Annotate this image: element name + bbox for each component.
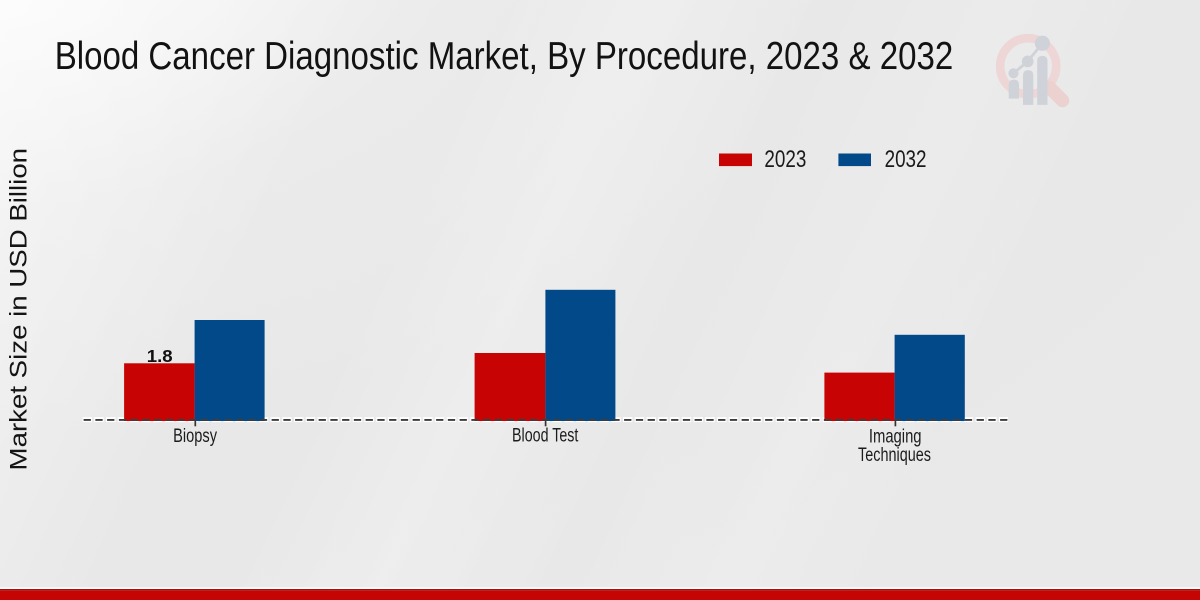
- svg-text:2023: 2023: [764, 145, 806, 173]
- svg-text:Techniques: Techniques: [858, 444, 931, 465]
- svg-text:Biopsy: Biopsy: [173, 425, 217, 446]
- svg-text:1.8: 1.8: [147, 345, 173, 366]
- svg-text:Blood Test: Blood Test: [512, 425, 579, 446]
- svg-text:Market Size in USD Billion: Market Size in USD Billion: [6, 148, 32, 471]
- svg-text:Blood Cancer Diagnostic Market: Blood Cancer Diagnostic Market, By Proce…: [55, 34, 954, 78]
- svg-text:2032: 2032: [885, 145, 927, 173]
- svg-text:Imaging: Imaging: [869, 426, 922, 447]
